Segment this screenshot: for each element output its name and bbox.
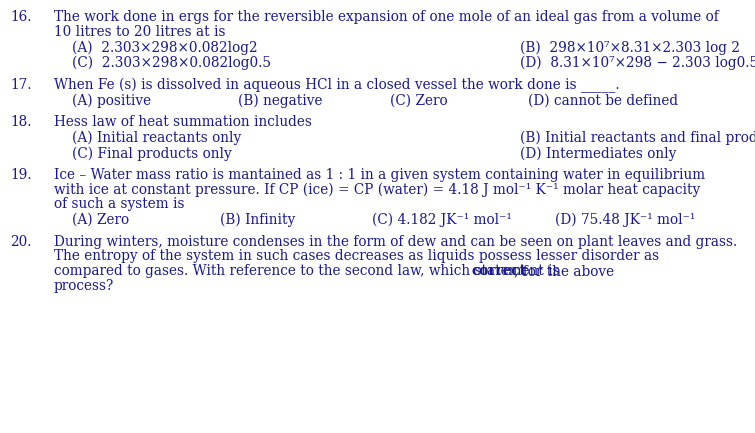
Text: (D) 75.48 JK⁻¹ mol⁻¹: (D) 75.48 JK⁻¹ mol⁻¹ [555, 213, 695, 227]
Text: (C) Final products only: (C) Final products only [72, 146, 232, 161]
Text: (A)  2.303×298×0.082log2: (A) 2.303×298×0.082log2 [72, 41, 257, 55]
Text: (C) 4.182 JK⁻¹ mol⁻¹: (C) 4.182 JK⁻¹ mol⁻¹ [372, 213, 512, 227]
Text: 19.: 19. [10, 168, 32, 182]
Text: 16.: 16. [10, 10, 32, 24]
Text: During winters, moisture condenses in the form of dew and can be seen on plant l: During winters, moisture condenses in th… [54, 235, 737, 249]
Text: When Fe (s) is dissolved in aqueous HCl in a closed vessel the work done is ____: When Fe (s) is dissolved in aqueous HCl … [54, 78, 620, 93]
Text: of such a system is: of such a system is [54, 197, 184, 211]
Text: (D) cannot be defined: (D) cannot be defined [528, 94, 678, 107]
Text: , for the above: , for the above [514, 264, 615, 278]
Text: (C) Zero: (C) Zero [390, 94, 448, 107]
Text: Ice – Water mass ratio is mantained as 1 : 1 in a given system containing water : Ice – Water mass ratio is mantained as 1… [54, 168, 705, 182]
Text: (A) Initial reactants only: (A) Initial reactants only [72, 131, 242, 145]
Text: (A) positive: (A) positive [72, 94, 151, 108]
Text: (C)  2.303×298×0.082log0.5: (C) 2.303×298×0.082log0.5 [72, 56, 271, 71]
Text: (A) Zero: (A) Zero [72, 213, 129, 227]
Text: 10 litres to 20 litres at is: 10 litres to 20 litres at is [54, 25, 226, 39]
Text: 17.: 17. [10, 78, 32, 92]
Text: 20.: 20. [10, 235, 32, 249]
Text: 18.: 18. [10, 115, 32, 129]
Text: compared to gases. With reference to the second law, which statement is: compared to gases. With reference to the… [54, 264, 564, 278]
Text: Hess law of heat summation includes: Hess law of heat summation includes [54, 115, 312, 129]
Text: with ice at constant pressure. If CP (ice) = CP (water) = 4.18 J mol⁻¹ K⁻¹ molar: with ice at constant pressure. If CP (ic… [54, 182, 700, 197]
Text: The work done in ergs for the reversible expansion of one mole of an ideal gas f: The work done in ergs for the reversible… [54, 10, 719, 24]
Text: process?: process? [54, 279, 114, 293]
Text: (D) Intermediates only: (D) Intermediates only [520, 146, 676, 161]
Text: (B) Initial reactants and final products: (B) Initial reactants and final products [520, 131, 755, 145]
Text: (B)  298×10⁷×8.31×2.303 log 2: (B) 298×10⁷×8.31×2.303 log 2 [520, 41, 740, 55]
Text: (B) Infinity: (B) Infinity [220, 213, 295, 227]
Text: (B) negative: (B) negative [238, 94, 322, 108]
Text: (D)  8.31×10⁷×298 − 2.303 log0.5: (D) 8.31×10⁷×298 − 2.303 log0.5 [520, 56, 755, 71]
Text: The entropy of the system in such cases decreases as liquids possess lesser diso: The entropy of the system in such cases … [54, 249, 659, 263]
Text: correct: correct [472, 264, 526, 278]
